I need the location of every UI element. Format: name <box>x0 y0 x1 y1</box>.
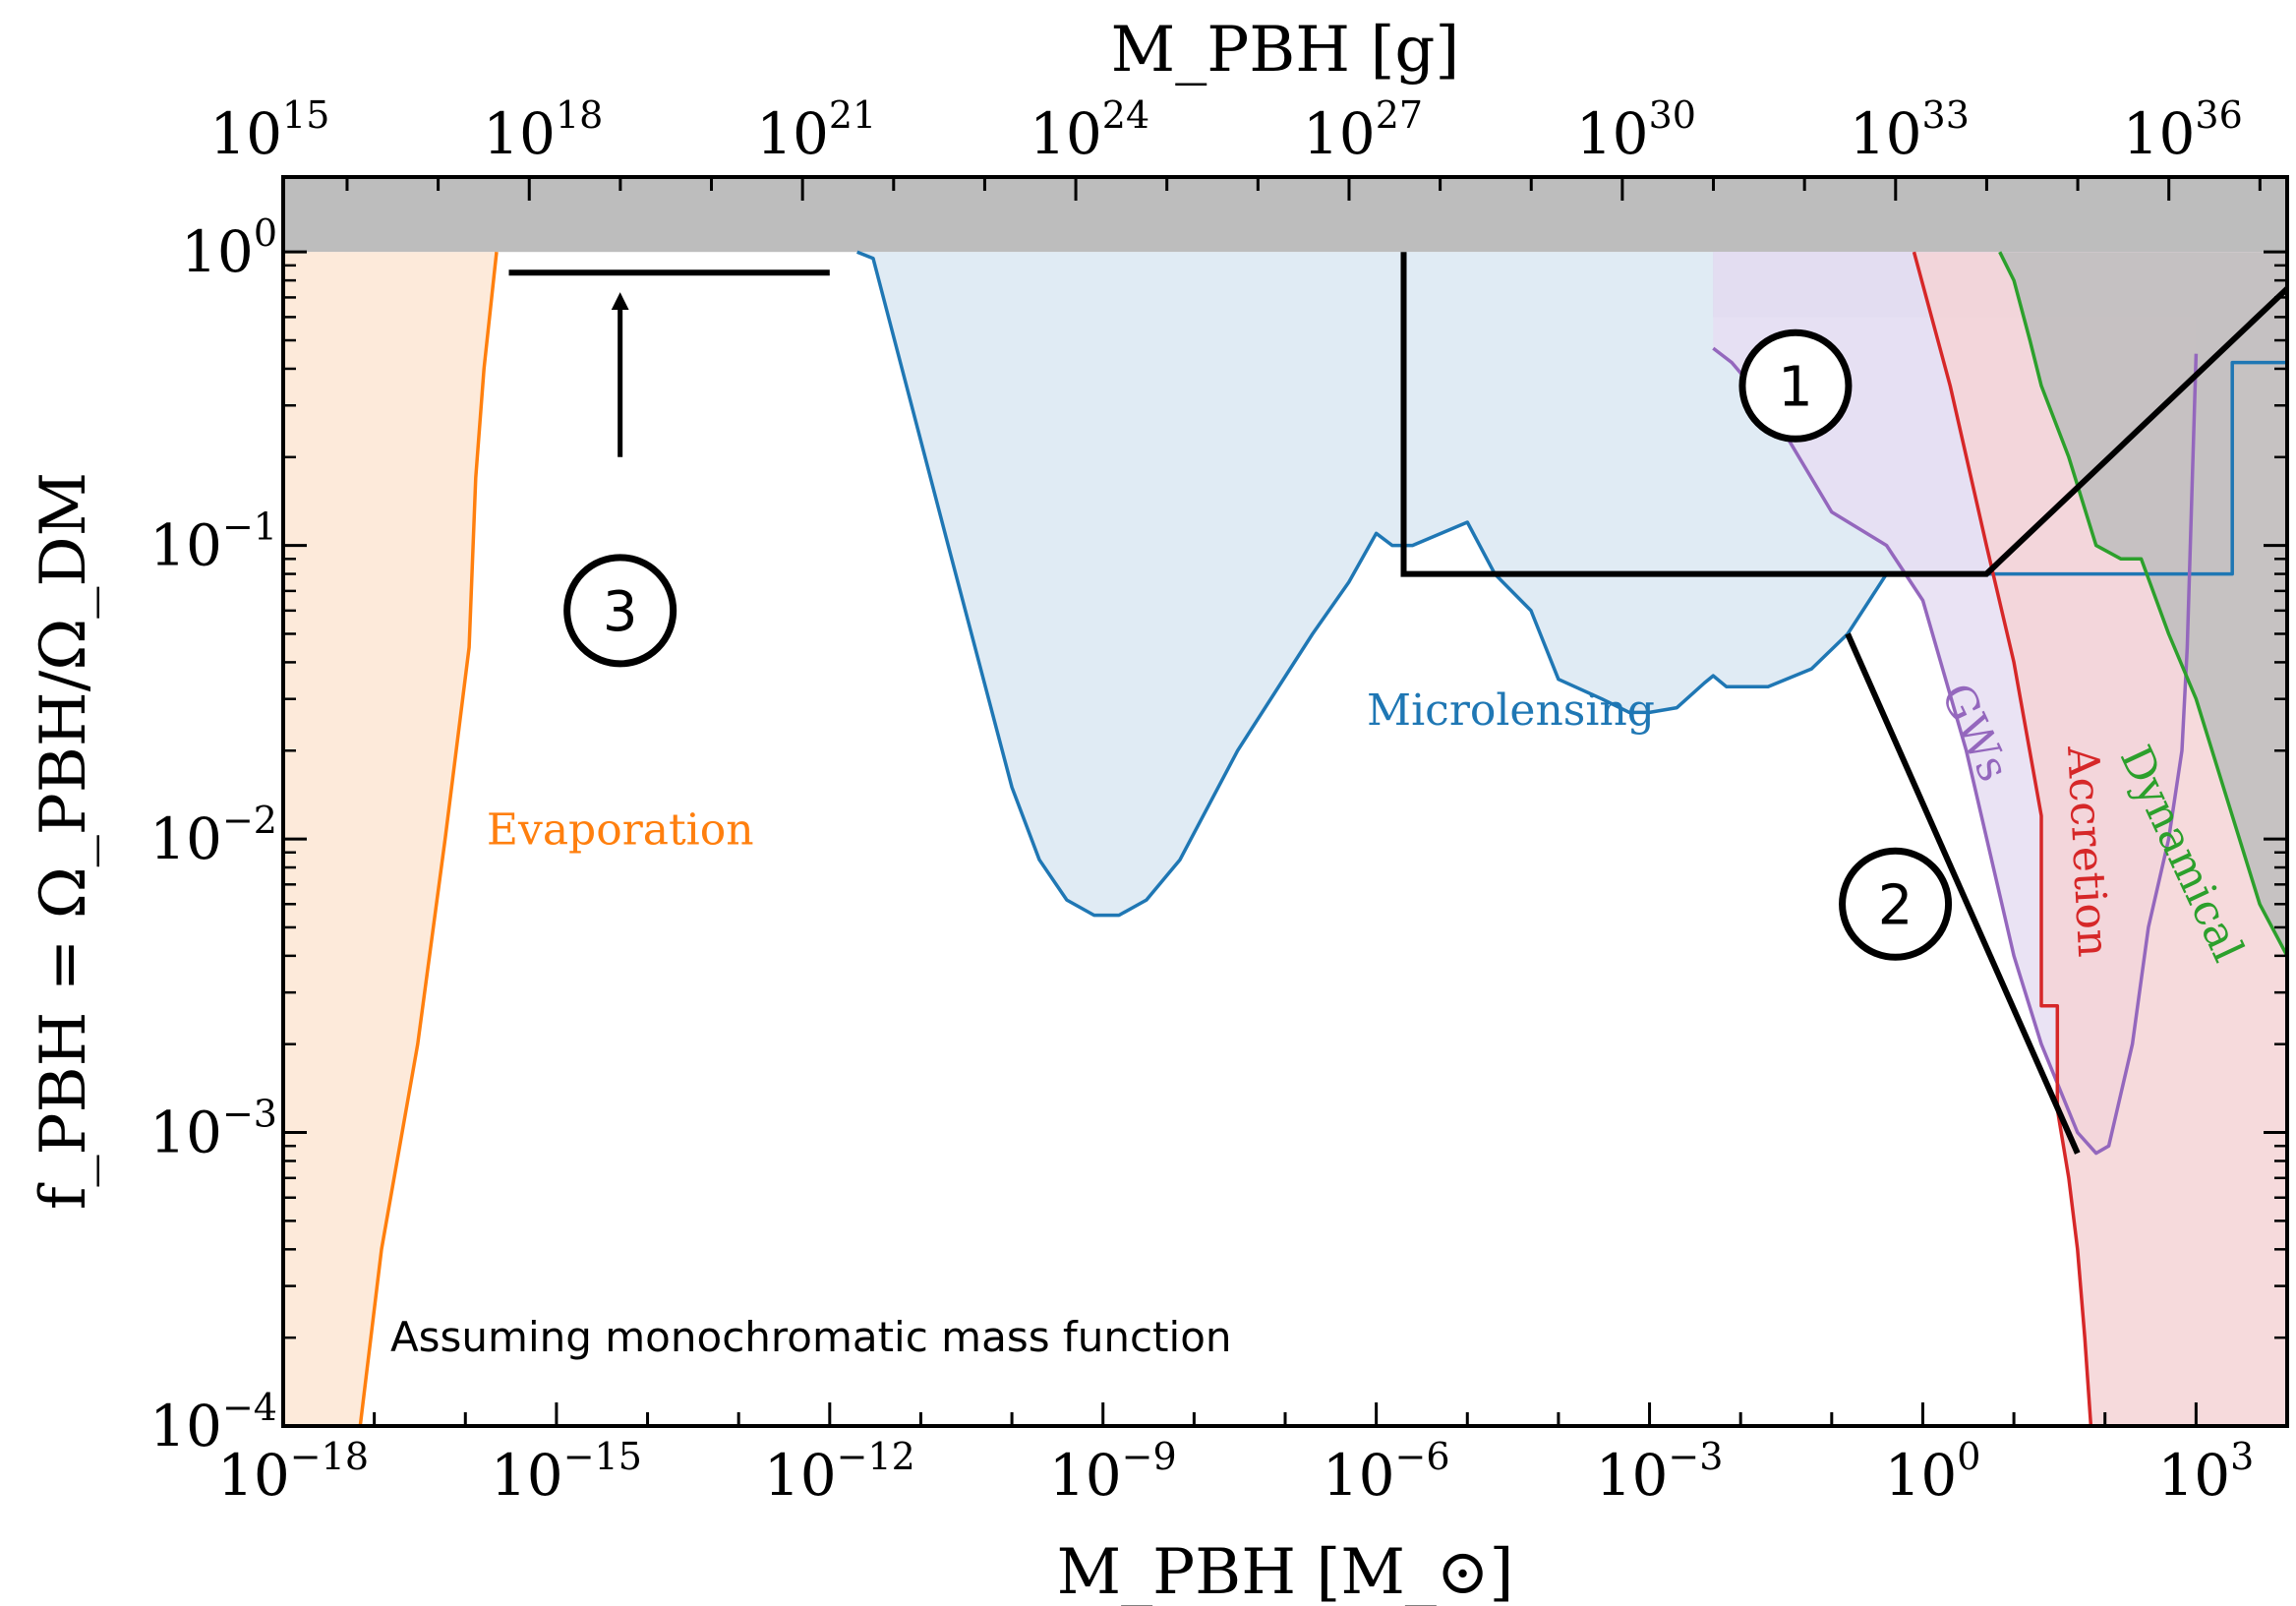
callout-3-circle <box>563 554 677 668</box>
mass-function-note: Assuming monochromatic mass function <box>390 1313 1232 1361</box>
x-tick-label: 10−3 <box>1596 1435 1724 1509</box>
callout-2-label: 2 <box>1878 873 1913 937</box>
top-tick-label: 1036 <box>2123 93 2243 167</box>
unphysical-band <box>283 177 2287 253</box>
callout-2-line <box>1845 632 2081 1155</box>
y-tick-label: 10−3 <box>149 1093 277 1166</box>
callouts <box>508 252 2287 1155</box>
labels: 1 2 3 10−18 10−15 10−12 10−9 10−6 10−3 100 103 1015… <box>28 14 2254 1606</box>
top-axis-title: M_PBH [g] <box>1111 14 1460 87</box>
y-tick-label: 10−2 <box>149 799 277 872</box>
microlensing-boundary <box>856 250 2287 918</box>
callout-2-circle <box>1839 847 1953 961</box>
callout-1-circle <box>1738 328 1853 443</box>
x-tick-label: 10−6 <box>1323 1435 1450 1509</box>
x-tick-label: 103 <box>2157 1435 2254 1509</box>
top-tick-label: 1018 <box>483 93 603 167</box>
top-tick-label: 1027 <box>1303 93 1423 167</box>
x-tick-label: 10−12 <box>764 1435 915 1509</box>
x-tick-label: 10−15 <box>491 1435 642 1509</box>
accretion-boundary <box>1912 251 2093 1426</box>
callout-1-line <box>1400 252 2287 577</box>
top-tick-label: 1033 <box>1850 93 1970 167</box>
evaporation-boundary <box>358 252 499 1426</box>
y-tick-label: 100 <box>181 211 277 285</box>
callout-3-label: 3 <box>603 580 638 644</box>
x-tick-label: 10−9 <box>1049 1435 1177 1509</box>
constraint-regions <box>283 177 2287 1426</box>
top-tick-label: 1024 <box>1030 93 1149 167</box>
callout-1-label: 1 <box>1778 355 1813 419</box>
x-tick-label: 10−18 <box>217 1435 369 1509</box>
top-tick-label: 1030 <box>1576 93 1696 167</box>
y-tick-label: 10−1 <box>149 506 277 579</box>
evaporation-region <box>283 252 497 1426</box>
top-tick-label: 1015 <box>209 93 329 167</box>
dynamical-boundary <box>1998 251 2287 957</box>
axes <box>281 175 2289 1428</box>
dynamical-region <box>1999 252 2287 956</box>
y-tick-label: 10−4 <box>149 1386 277 1459</box>
microlensing-label: Microlensing <box>1367 685 1655 736</box>
x-tick-label: 100 <box>1884 1435 1980 1509</box>
y-axis-title: f_PBH = Ω_PBH/Ω_DM <box>28 472 100 1210</box>
top-tick-label: 1021 <box>756 93 876 167</box>
accretion-label: Accretion <box>2057 744 2118 958</box>
evaporation-label: Evaporation <box>487 804 754 855</box>
x-axis-title: M_PBH [M_⊙] <box>1057 1536 1514 1606</box>
gws-boundary <box>1712 346 2199 1156</box>
